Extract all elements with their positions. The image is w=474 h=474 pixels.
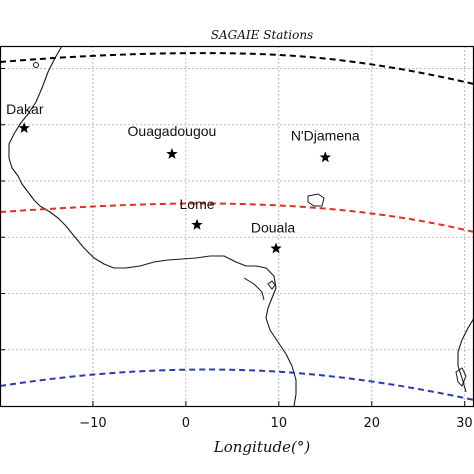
x-tick-label: 30: [456, 416, 473, 431]
east-coast: [457, 317, 474, 393]
station-label-ouagadougou: Ouagadougou: [128, 123, 217, 139]
map-frame: [0, 45, 474, 408]
island-dot: [33, 62, 39, 68]
magnetic-equator: [0, 202, 474, 233]
x-tick-label: 10: [271, 416, 288, 431]
x-tick-label: 0: [182, 416, 190, 431]
bioko-island: [267, 280, 276, 290]
x-tick-label: −10: [79, 416, 106, 431]
x-tick-label: 20: [363, 416, 380, 431]
coastline: [8, 45, 297, 407]
map-title: SAGAIE Stations: [211, 28, 313, 42]
x-axis-label: Longitude(°): [213, 438, 311, 456]
lake-chad: [307, 193, 325, 207]
madagascar: [455, 367, 467, 387]
station-marker-lome: [191, 218, 203, 230]
stations-layer: Dakar Ouagadougou N'Djamena Lome Douala: [6, 101, 360, 254]
station-label-dakar: Dakar: [6, 101, 44, 117]
x-axis: −10 0 10 20 30: [79, 401, 473, 431]
station-marker-douala: [270, 242, 282, 254]
niger-delta: [243, 277, 265, 301]
station-marker-ouagadougou: [166, 148, 178, 159]
gridlines: [0, 46, 474, 406]
station-marker-dakar: [18, 122, 30, 133]
station-marker-ndjamena: [319, 151, 331, 163]
south-dip-line: [0, 368, 474, 401]
station-label-ndjamena: N'Djamena: [291, 127, 360, 143]
station-label-lome: Lome: [180, 196, 215, 212]
station-label-douala: Douala: [251, 220, 296, 236]
map-plot-area: Dakar Ouagadougou N'Djamena Lome Douala: [0, 45, 474, 408]
north-dip-line: [0, 52, 474, 85]
